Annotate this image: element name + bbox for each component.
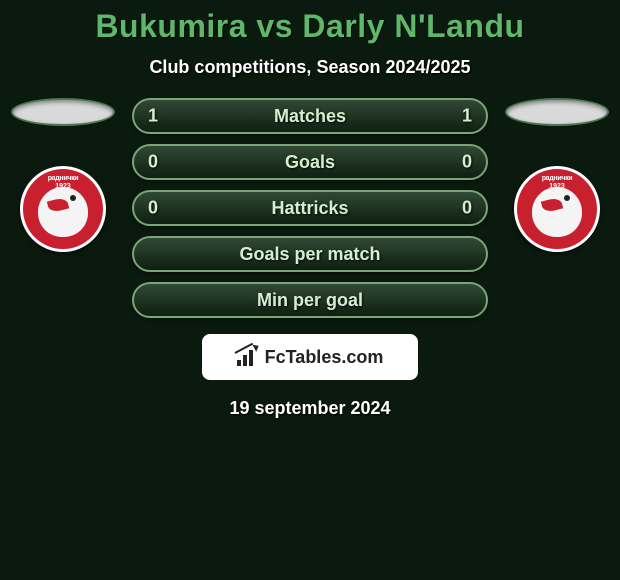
left-badge-text: раднички [23,175,103,182]
stat-left: 1 [148,106,158,127]
stat-left: 0 [148,152,158,173]
left-club-badge-icon: раднички 1923 [20,166,106,252]
right-flag-icon [505,98,609,126]
main-area: раднички 1923 1 Matches 1 0 Goals 0 0 Ha… [0,98,620,328]
stat-right: 0 [462,152,472,173]
stat-pill-min-per-goal: Min per goal [132,282,488,318]
stat-pill-goals: 0 Goals 0 [132,144,488,180]
stat-pill-matches: 1 Matches 1 [132,98,488,134]
right-badge-text: раднички [517,175,597,182]
eagle-icon [38,187,88,237]
stat-label: Goals per match [239,244,380,265]
eagle-icon [532,187,582,237]
stat-pill-goals-per-match: Goals per match [132,236,488,272]
stat-pill-hattricks: 0 Hattricks 0 [132,190,488,226]
stat-left: 0 [148,198,158,219]
stat-label: Matches [274,106,346,127]
stat-label: Goals [285,152,335,173]
right-club-badge-icon: раднички 1923 [514,166,600,252]
right-column: раднички 1923 [502,98,612,252]
footer-brand-box: FcTables.com [202,334,418,380]
footer-brand-text: FcTables.com [265,347,384,368]
page-title: Bukumira vs Darly N'Landu [0,8,620,45]
page-subtitle: Club competitions, Season 2024/2025 [0,57,620,78]
stat-label: Hattricks [271,198,348,219]
date-text: 19 september 2024 [0,398,620,419]
stat-right: 1 [462,106,472,127]
infographic-root: Bukumira vs Darly N'Landu Club competiti… [0,0,620,419]
left-column: раднички 1923 [8,98,118,252]
stats-pills: 1 Matches 1 0 Goals 0 0 Hattricks 0 Goal… [118,98,502,328]
left-flag-icon [11,98,115,126]
stat-label: Min per goal [257,290,363,311]
stat-right: 0 [462,198,472,219]
bar-chart-arrow-icon [237,348,259,366]
